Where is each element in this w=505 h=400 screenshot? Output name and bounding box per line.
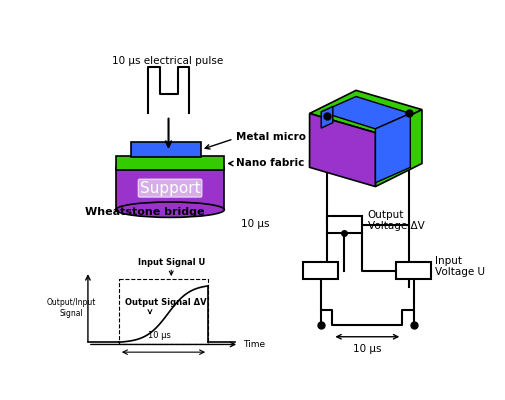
Text: 10 μs: 10 μs <box>241 219 270 229</box>
Polygon shape <box>375 114 411 183</box>
Polygon shape <box>375 110 422 186</box>
Text: Output
Voltage ΔV: Output Voltage ΔV <box>368 210 424 231</box>
Bar <box>304 262 338 279</box>
Bar <box>396 262 431 279</box>
Text: R: R <box>317 264 325 277</box>
Text: Output Signal ΔV: Output Signal ΔV <box>125 298 207 307</box>
Text: R: R <box>340 218 348 231</box>
Text: Wheatstone bridge: Wheatstone bridge <box>85 207 204 217</box>
Bar <box>327 216 362 233</box>
Text: Time: Time <box>243 340 265 349</box>
Text: Metal micro heater: Metal micro heater <box>236 132 348 142</box>
Bar <box>116 156 224 170</box>
Bar <box>119 279 208 344</box>
Text: 10 μs: 10 μs <box>148 331 171 340</box>
Text: 10 μs: 10 μs <box>353 344 382 354</box>
Text: Input
Voltage U: Input Voltage U <box>435 256 485 278</box>
Polygon shape <box>310 90 422 133</box>
Ellipse shape <box>116 202 224 218</box>
Polygon shape <box>321 96 411 129</box>
Text: Output/Input
Signal: Output/Input Signal <box>46 298 95 318</box>
Text: R: R <box>410 264 418 277</box>
Bar <box>116 167 224 210</box>
Bar <box>131 142 201 157</box>
Polygon shape <box>310 114 375 186</box>
Text: Nano fabric material: Nano fabric material <box>236 158 358 168</box>
Text: Input Signal U: Input Signal U <box>137 258 205 268</box>
Polygon shape <box>321 106 333 128</box>
Text: 10 μs electrical pulse: 10 μs electrical pulse <box>112 56 223 66</box>
Text: Support: Support <box>140 181 200 196</box>
